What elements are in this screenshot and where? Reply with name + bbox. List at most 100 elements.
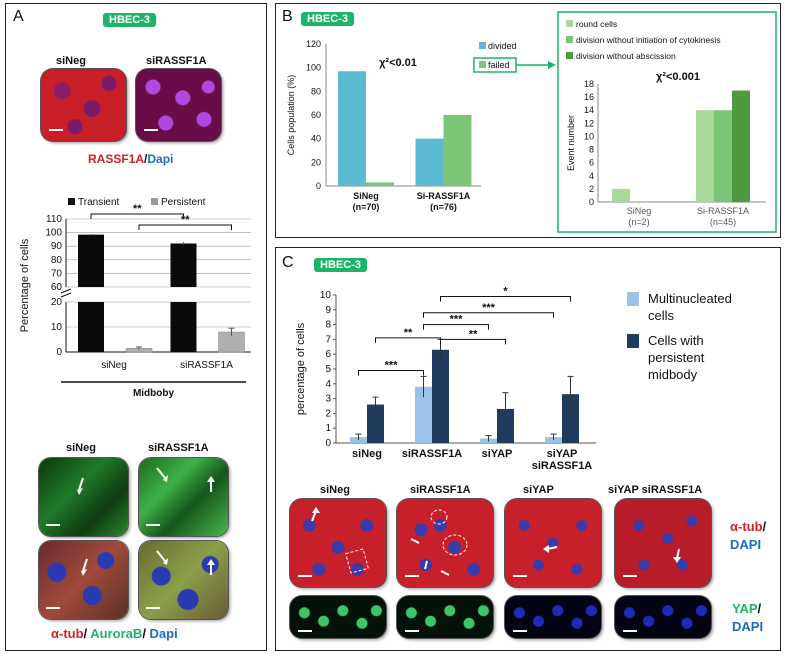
micrograph-a-sirassf1a-merge	[139, 541, 228, 619]
y-tick-label: 10	[320, 290, 332, 301]
stain-slash: /	[757, 601, 762, 616]
stain-dapi: Dapi	[147, 152, 174, 166]
scale-bar	[46, 524, 60, 526]
legend-label-persistent: Persistent	[161, 197, 206, 208]
y-tick-label: 7	[325, 334, 331, 345]
chi-square-inset: χ²<0.001	[656, 71, 700, 83]
scale-bar	[146, 607, 160, 609]
micrograph-a-sirassf1a-aurora	[139, 458, 228, 536]
panel-a-badge: HBEC-3	[103, 13, 156, 27]
y-axis-label: percentage of cells	[295, 322, 307, 415]
chi-square-main: χ²<0.01	[379, 57, 417, 69]
y-tick-label: 20	[311, 157, 321, 167]
sig-c-4-bracket	[440, 338, 506, 345]
sig-c-6-bracket	[440, 295, 571, 302]
y-tick-label: 10	[584, 131, 594, 141]
scale-bar	[623, 575, 637, 577]
y-tick-label: 110	[46, 214, 62, 225]
scale-bar	[513, 575, 527, 577]
legend-label-multinucleated-1: Multinucleated	[648, 291, 732, 306]
stain-atub: α-tub	[730, 519, 763, 534]
legend-label-failed: failed	[488, 60, 510, 70]
bar-0	[545, 437, 562, 443]
y-tick-label: 80	[51, 255, 63, 266]
y-tick-label: 6	[589, 158, 594, 168]
a-bottom-label-2: siRASSF1A	[148, 442, 209, 454]
a-stain-caption-bottom: α-tub/ AuroraB/ Dapi	[51, 626, 178, 641]
legend-label-1: division without initiation of cytokines…	[576, 35, 721, 45]
x-tick-label: siYAP	[482, 448, 513, 460]
stain-dapi: DAPI	[732, 619, 764, 634]
legend-swatch-multinucleated	[627, 292, 639, 306]
legend-swatch-persistent	[627, 334, 639, 348]
panel-b-letter: B	[282, 8, 293, 25]
sig-c-5-bracket	[423, 312, 554, 318]
inset-bar-0	[696, 110, 714, 202]
scale-bar	[298, 575, 312, 577]
x-tick-n: (n=2)	[628, 217, 649, 227]
y-axis-label: Cells population (%)	[286, 75, 296, 156]
legend-label-persistent-3: midbody	[648, 367, 698, 382]
sig-a-2-label: **	[181, 214, 190, 226]
bar-divided	[338, 71, 366, 186]
panel-a-letter: A	[13, 8, 24, 25]
a-bottom-label-1: siNeg	[66, 442, 96, 454]
c-stain-caption-2: YAP/ DAPI	[732, 600, 763, 636]
scale-bar	[623, 630, 637, 632]
x-tick-label: Si-RASSF1A	[697, 206, 749, 216]
bar-0	[415, 386, 432, 443]
axis-break-mark	[60, 288, 72, 298]
micrograph-a-sineg-merge	[39, 541, 128, 619]
stain-sep: /	[83, 626, 91, 641]
panel-b-badge: HBEC-3	[301, 12, 354, 26]
c-image-label-3: siYAP	[523, 484, 554, 496]
scale-bar	[144, 129, 158, 131]
sig-a-1-bracket	[90, 213, 184, 219]
legend-swatch-failed	[479, 61, 486, 68]
micrograph-c-siyap-sirassf1a-yap	[615, 596, 711, 638]
a-top-label-2: siRASSF1A	[146, 55, 207, 67]
inset-bar-1	[714, 110, 732, 202]
bar-1	[432, 349, 449, 443]
x-tick-label: siYAP	[547, 448, 578, 460]
bar-divided	[415, 138, 444, 186]
c-image-label-1: siNeg	[320, 484, 350, 496]
stain-sep: /	[142, 626, 150, 641]
legend-label-persistent-1: Cells with	[648, 333, 704, 348]
panel-c-letter: C	[282, 254, 294, 271]
y-tick-label: 0	[316, 181, 321, 191]
y-tick-label: 8	[325, 320, 331, 331]
sig-c-1-label: ***	[385, 359, 399, 371]
stain-dapi: DAPI	[730, 537, 762, 552]
sig-c-1-bracket	[358, 369, 424, 376]
legend-label-2: division without abscission	[576, 51, 676, 61]
y-tick-label: 14	[584, 105, 594, 115]
x-tick-n: (n=45)	[710, 217, 736, 227]
stain-dapi: Dapi	[149, 626, 178, 641]
y-tick-label: 60	[51, 282, 63, 293]
stain-slash: /	[144, 152, 148, 166]
micrograph-c-sineg-yap	[290, 596, 386, 638]
panel-c: C HBEC-3 0 1 2 3 4 5 6 7 8 9 10 percentage of cells…	[275, 247, 781, 651]
legend-label-transient: Transient	[78, 197, 120, 208]
stain-atub: α-tub	[51, 626, 84, 641]
bar-1	[562, 394, 579, 443]
y-tick-label: 3	[325, 394, 331, 405]
x-tick-label: Si-RASSF1A	[417, 191, 471, 201]
bar-1	[367, 404, 384, 443]
inset-bar-2	[732, 90, 750, 202]
y-tick-label: 70	[51, 268, 63, 279]
micrograph-c-siyap-sirassf1a-atub	[615, 499, 711, 587]
legend-label-divided: divided	[488, 41, 517, 51]
c-image-label-2: siRASSF1A	[410, 484, 471, 496]
legend-label-multinucleated-2: cells	[648, 308, 675, 323]
y-axis-label: Percentage of cells	[19, 238, 31, 332]
y-tick-label: 9	[325, 305, 331, 316]
micrograph-c-sirassf1a-yap	[397, 596, 493, 638]
midbody-arrow	[78, 477, 84, 491]
y-tick-label: 6	[325, 349, 331, 360]
y-tick-label: 20	[51, 297, 63, 308]
scale-bar	[298, 630, 312, 632]
bar-transient	[170, 302, 197, 352]
bar-failed	[366, 182, 394, 186]
